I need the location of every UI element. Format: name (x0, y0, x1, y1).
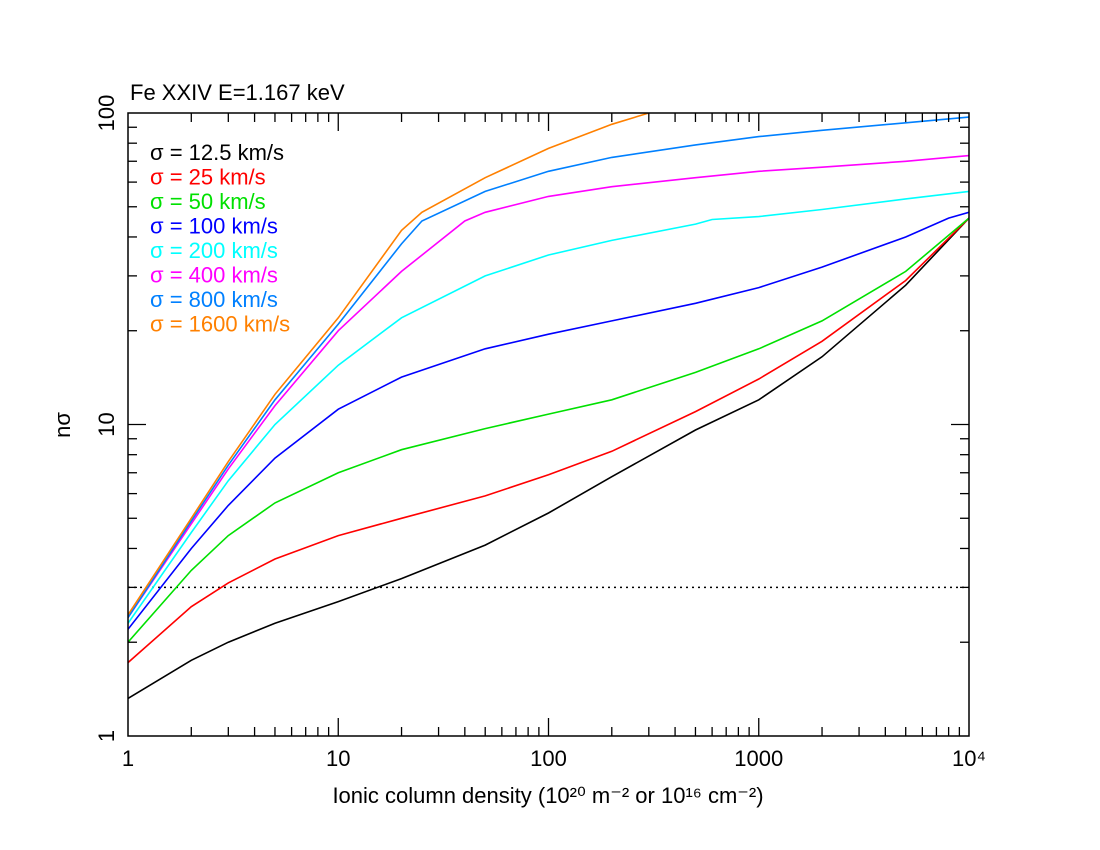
y-tick-label-1: 10 (94, 412, 119, 436)
x-tick-label-0: 1 (122, 746, 134, 771)
x-tick-label-3: 1000 (734, 746, 783, 771)
legend-entry-1: σ = 25 km/s (150, 165, 266, 190)
legend: σ = 12.5 km/sσ = 25 km/sσ = 50 km/sσ = 1… (150, 140, 290, 337)
series-layer (128, 113, 969, 700)
x-axis-label: Ionic column density (10²⁰ m⁻² or 10¹⁶ c… (332, 783, 763, 808)
series-line-3 (128, 211, 969, 630)
series-line-2 (128, 217, 969, 643)
series-line-6 (128, 116, 969, 619)
legend-entry-3: σ = 100 km/s (150, 214, 278, 239)
series-line-4 (128, 190, 969, 624)
legend-entry-7: σ = 1600 km/s (150, 312, 290, 337)
x-tick-label-4: 10⁴ (952, 746, 986, 771)
series-line-7 (128, 113, 650, 616)
legend-entry-6: σ = 800 km/s (150, 287, 278, 312)
y-tick-label-2: 100 (94, 95, 119, 132)
series-line-1 (128, 217, 969, 664)
y-tick-label-0: 1 (94, 730, 119, 742)
legend-entry-4: σ = 200 km/s (150, 238, 278, 263)
x-tick-label-2: 100 (530, 746, 567, 771)
legend-entry-5: σ = 400 km/s (150, 263, 278, 288)
series-line-5 (128, 154, 969, 619)
legend-entry-2: σ = 50 km/s (150, 189, 266, 214)
axes-layer: 1 10 100 1000 10⁴ 1 10 100 (94, 95, 986, 771)
legend-entry-0: σ = 12.5 km/s (150, 140, 284, 165)
series-line-0 (128, 217, 969, 700)
chart-title: Fe XXIV E=1.167 keV (130, 80, 345, 105)
x-tick-label-1: 10 (326, 746, 350, 771)
y-axis-label: nσ (50, 412, 75, 438)
plot-area (128, 113, 969, 700)
